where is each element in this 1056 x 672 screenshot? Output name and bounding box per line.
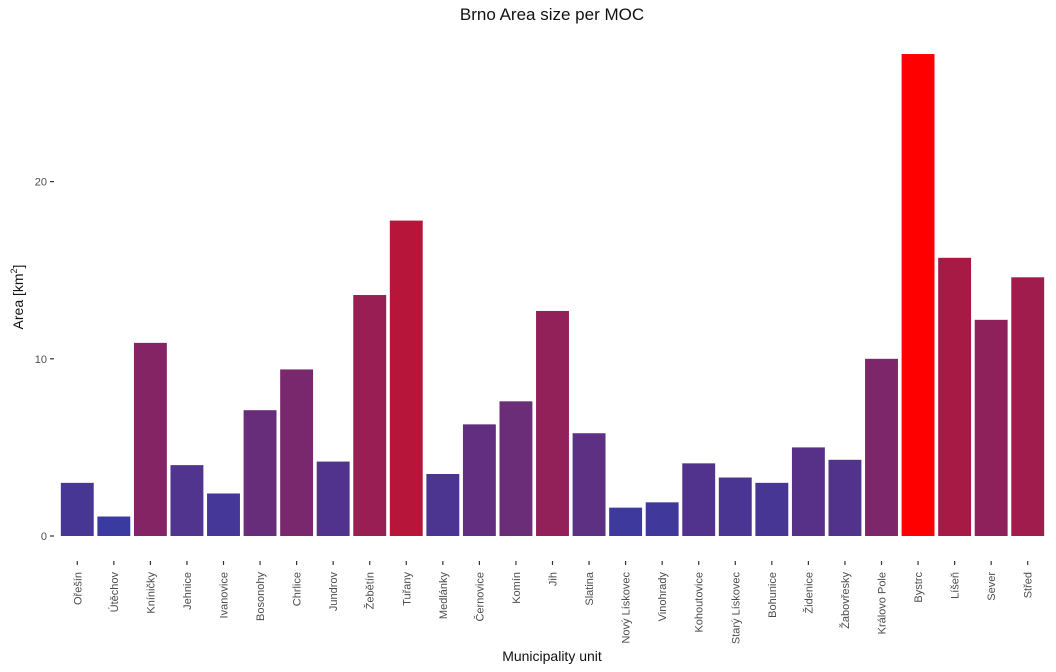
x-tick-label: Černovice [473,572,486,622]
bar-7 [316,461,350,536]
x-tick-label: Jih [548,572,560,586]
x-tick-label: Bosonohy [255,572,267,621]
bar-19 [755,482,789,536]
bar-4 [207,493,240,536]
y-tick-label: 20 [35,177,47,189]
bar-9 [389,220,423,536]
bars [60,54,1045,536]
x-tick-label: Komín [511,572,523,604]
x-tick-label: Kníničky [145,572,157,614]
x-tick-label: Královo Pole [877,572,889,634]
x-tick-label: Líšeň [950,572,962,599]
bar-17 [682,463,716,536]
bar-5 [243,410,277,536]
x-tick-label: Sever [986,572,998,601]
x-tick-label: Bohunice [767,572,779,618]
x-tick-label: Žabovřesky [839,572,852,629]
bar-23 [901,54,935,536]
x-tick-label: Jundrov [328,572,340,612]
bar-0 [60,482,94,536]
bar-13 [536,310,569,536]
bar-25 [974,319,1008,536]
chart-title: Brno Area size per MOC [460,5,644,24]
bar-24 [938,257,972,536]
x-axis-title: Municipality unit [502,648,602,664]
x-tick-label: Kohoutovice [694,572,706,633]
x-tick-label: Nový Lískovec [621,572,633,644]
bar-14 [572,433,606,536]
x-tick-label: Medlánky [438,572,450,620]
y-axis: 0 10 20 [35,177,54,543]
x-tick-label: Slatina [584,571,596,606]
x-tick-label: Chrlice [292,572,304,606]
y-axis-title-suffix: ] [10,265,26,269]
bar-8 [353,295,387,536]
bar-6 [280,369,314,536]
bar-20 [791,447,825,536]
y-axis-title-superscript: 2 [9,268,19,273]
x-tick-label: Starý Lískovec [730,572,742,645]
bar-16 [645,502,679,536]
x-tick-label: Židenice [802,572,815,614]
x-axis: Ořešín Útěchov Kníničky Jehnice Ivanovice Bos… [72,561,1035,645]
y-axis-title-main: Area [km [10,273,26,329]
bar-2 [133,342,167,536]
x-tick-label: Vinohrady [657,572,669,622]
bar-22 [865,358,898,536]
x-tick-label: Útěchov [108,572,121,613]
x-tick-label: Bystrc [913,572,925,603]
y-tick-label: 0 [41,531,47,543]
bar-12 [499,401,533,536]
bar-1 [97,516,131,536]
bar-21 [828,459,862,536]
bar-10 [426,473,460,536]
bar-15 [609,507,643,536]
x-tick-label: Tuřany [401,572,413,606]
x-tick-label: Střed [1023,572,1035,598]
x-tick-label: Jehnice [182,572,194,610]
bar-11 [462,424,496,536]
x-tick-label: Ivanovice [219,572,231,618]
y-axis-title: Area [km2] [9,265,26,330]
x-tick-label: Ořešín [72,572,84,605]
bar-26 [1011,277,1045,536]
bar-3 [170,465,204,536]
bar-18 [718,477,752,536]
y-tick-label: 10 [35,354,47,366]
x-tick-label: Žebětín [364,572,377,609]
